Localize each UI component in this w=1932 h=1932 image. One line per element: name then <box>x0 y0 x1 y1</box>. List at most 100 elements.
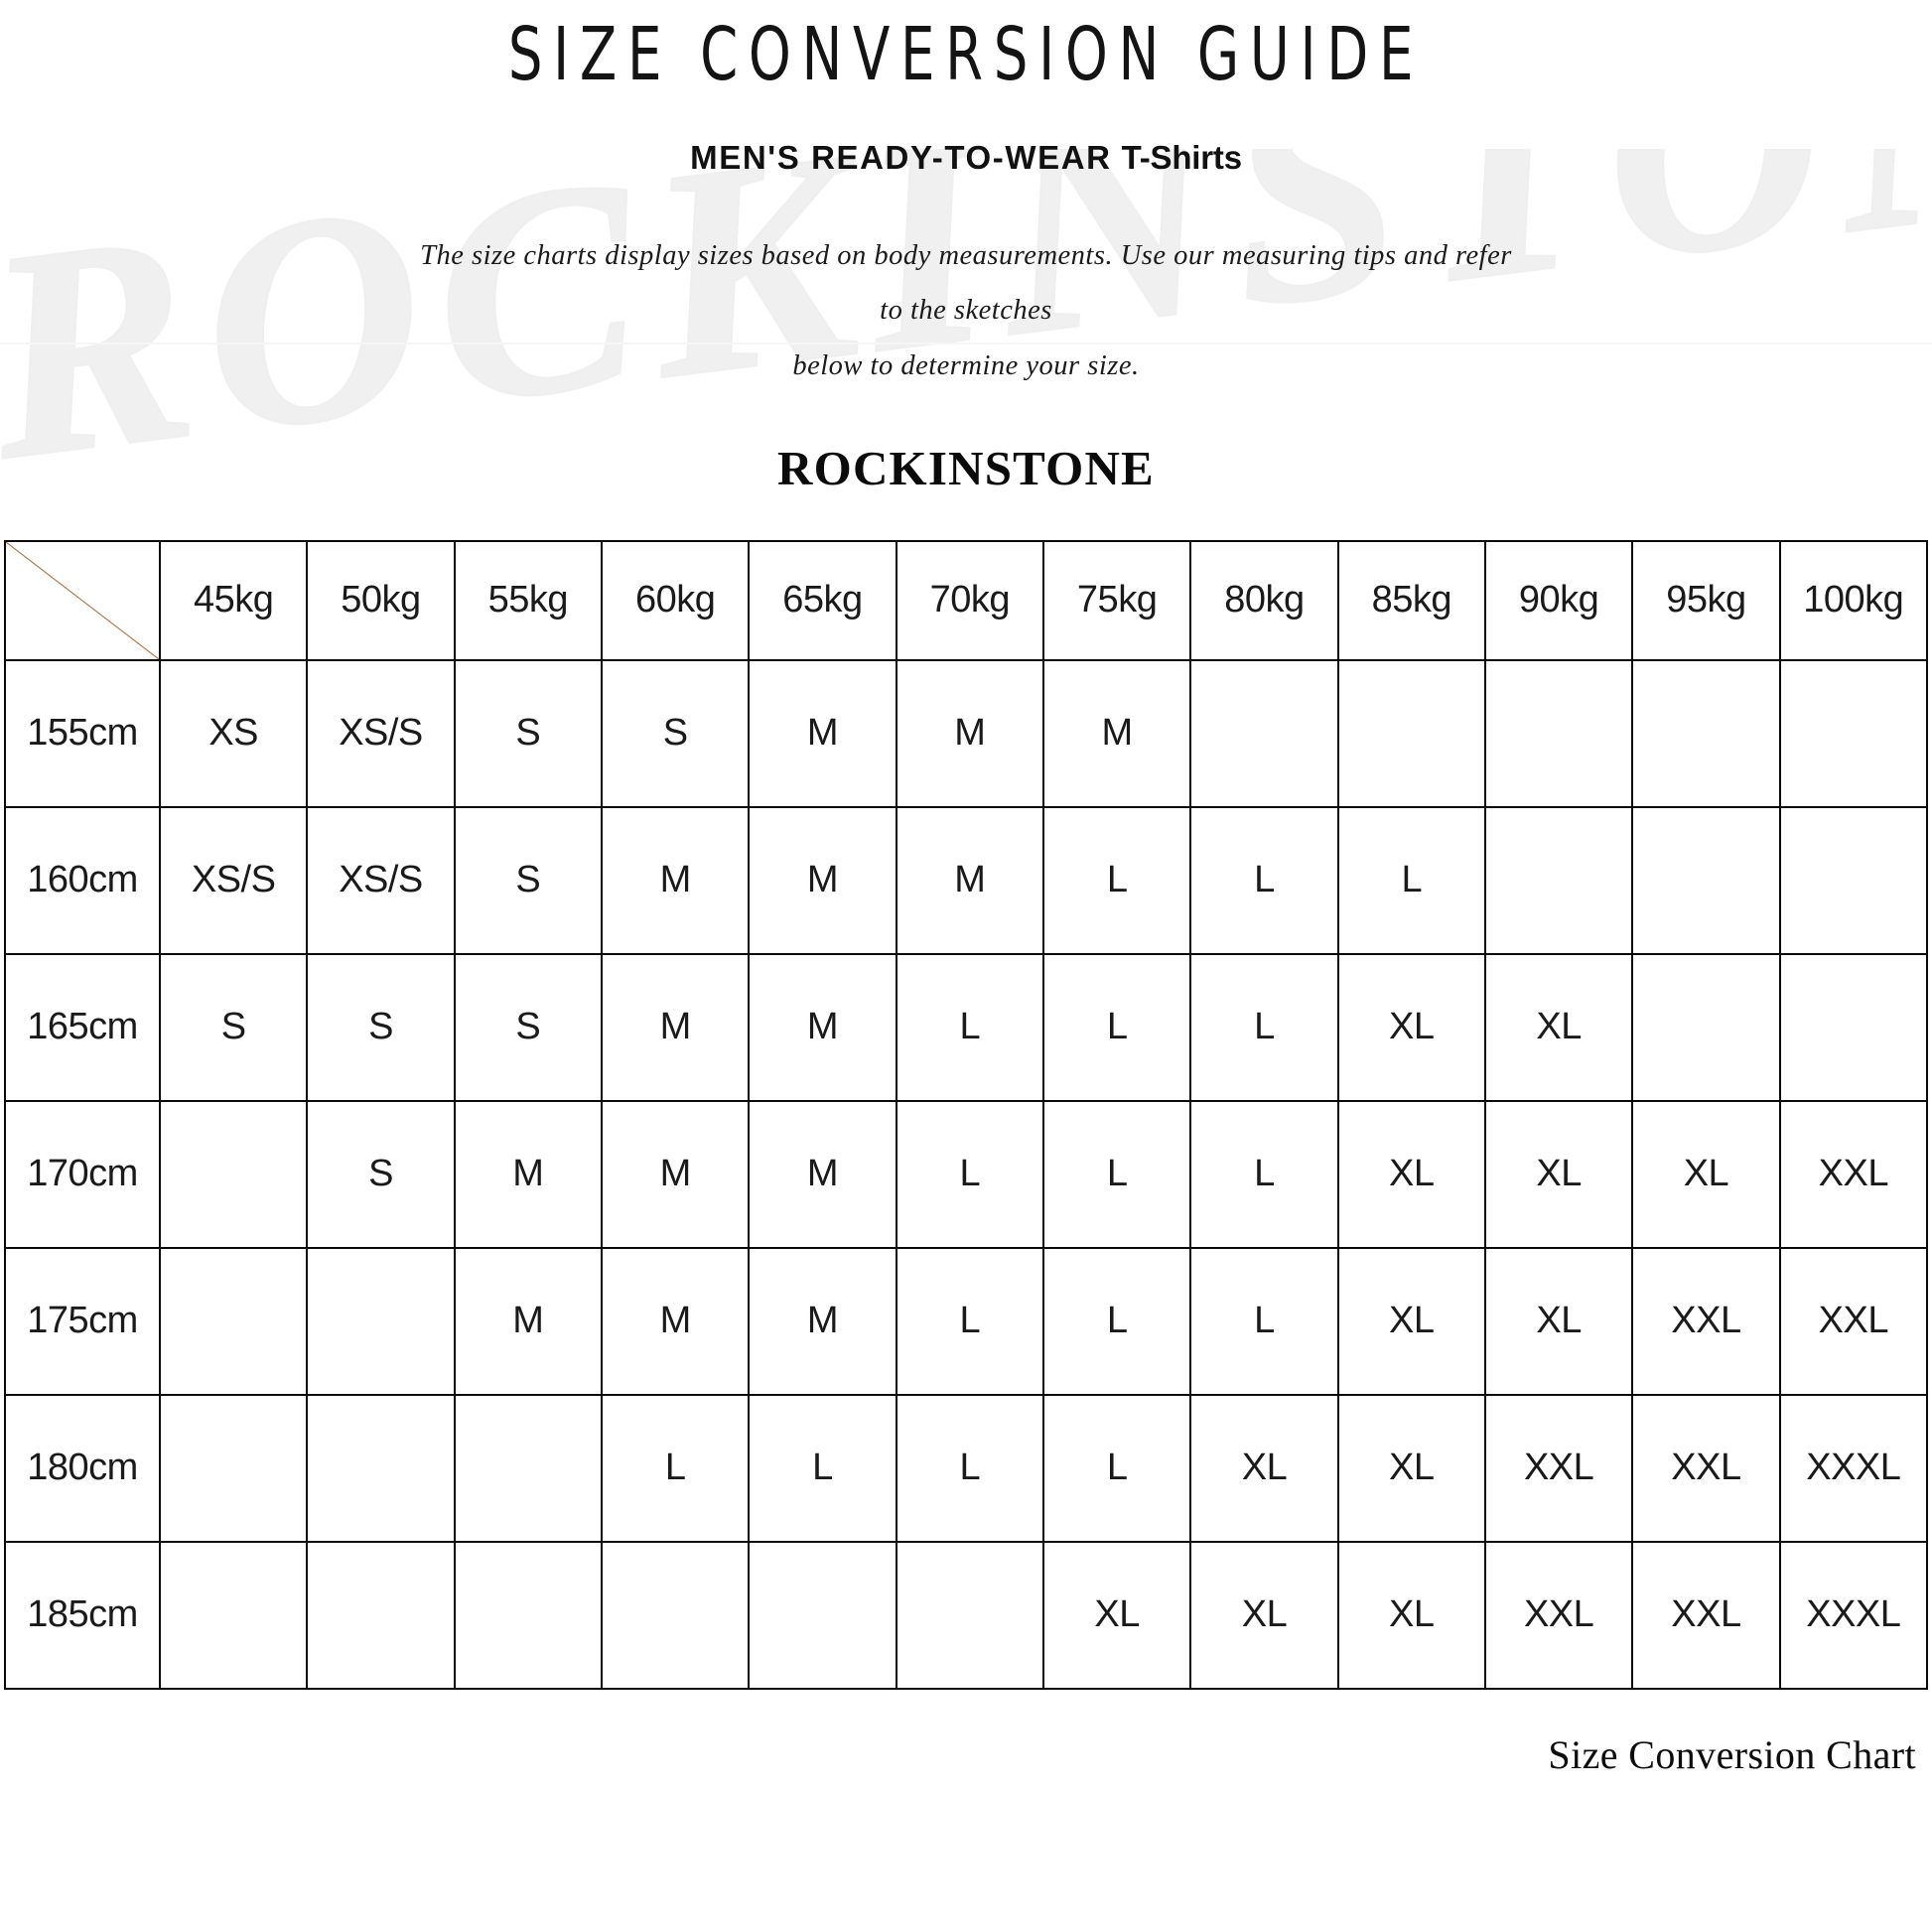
size-cell: L <box>895 1246 1044 1396</box>
size-cell: M <box>453 1246 603 1396</box>
size-cell: XXL <box>1778 1246 1929 1396</box>
column-header-weight: 85kg <box>1336 539 1486 661</box>
table-row: 165cm S S S M M L L L XL XL <box>4 952 1929 1102</box>
page-title: SIZE CONVERSION GUIDE <box>507 12 1425 97</box>
size-cell-empty <box>306 1540 456 1690</box>
size-cell: XL <box>1189 1393 1339 1543</box>
size-cell-empty <box>453 1540 603 1690</box>
table-row: 170cm S M M M L L L XL XL XL XXL <box>4 1099 1929 1249</box>
size-cell: XXXL <box>1778 1540 1929 1690</box>
size-cell: M <box>748 952 897 1102</box>
size-cell-empty <box>1483 805 1634 955</box>
column-header-weight: 50kg <box>306 539 456 661</box>
size-cell-empty <box>1631 952 1781 1102</box>
size-cell: M <box>600 1099 751 1249</box>
size-cell: XL <box>1483 1246 1634 1396</box>
size-cell: XS/S <box>306 805 456 955</box>
size-cell: L <box>1189 805 1339 955</box>
size-cell: M <box>895 658 1044 808</box>
size-cell-empty <box>158 1393 309 1543</box>
description-line-1: The size charts display sizes based on b… <box>420 239 1512 327</box>
size-cell: M <box>748 1246 897 1396</box>
size-cell-empty <box>158 1246 309 1396</box>
size-cell: M <box>1041 658 1192 808</box>
size-cell: XL <box>1483 1099 1634 1249</box>
size-cell-empty <box>158 1099 309 1249</box>
size-cell: M <box>748 658 897 808</box>
size-cell-empty <box>1631 658 1781 808</box>
description-text: The size charts display sizes based on b… <box>410 228 1522 394</box>
size-cell: M <box>748 805 897 955</box>
size-cell: XS/S <box>306 658 456 808</box>
subtitle: MEN'S READY-TO-WEAR T-Shirts <box>0 139 1932 177</box>
row-header-height: 185cm <box>4 1540 161 1690</box>
size-cell: L <box>600 1393 751 1543</box>
size-cell: S <box>453 658 603 808</box>
column-header-weight: 60kg <box>600 539 751 661</box>
size-cell-empty <box>306 1246 456 1396</box>
row-header-height: 160cm <box>4 805 161 955</box>
size-cell: M <box>453 1099 603 1249</box>
size-cell: XL <box>1041 1540 1192 1690</box>
size-cell: M <box>600 952 751 1102</box>
size-cell: XXL <box>1631 1540 1781 1690</box>
column-header-weight: 100kg <box>1778 539 1929 661</box>
column-header-weight: 45kg <box>158 539 309 661</box>
size-cell: L <box>1041 1246 1192 1396</box>
size-cell: XL <box>1336 1099 1486 1249</box>
size-cell: XL <box>1189 1540 1339 1690</box>
size-cell-empty <box>895 1540 1044 1690</box>
subtitle-garment: T-Shirts <box>1121 138 1242 176</box>
size-cell: XL <box>1336 1540 1486 1690</box>
table-row: 175cm M M M L L L XL XL XXL XXL <box>4 1246 1929 1396</box>
size-cell-empty <box>1189 658 1339 808</box>
size-cell: L <box>1041 952 1192 1102</box>
size-cell: S <box>158 952 309 1102</box>
table-corner-cell <box>4 539 161 661</box>
diagonal-divider-icon <box>6 542 159 659</box>
column-header-weight: 55kg <box>453 539 603 661</box>
size-cell-empty <box>306 1393 456 1543</box>
row-header-height: 155cm <box>4 658 161 808</box>
column-header-weight: 95kg <box>1631 539 1781 661</box>
size-cell: XXL <box>1631 1393 1781 1543</box>
size-cell: S <box>453 952 603 1102</box>
size-cell: L <box>895 952 1044 1102</box>
size-cell: XXL <box>1631 1246 1781 1396</box>
size-cell: M <box>748 1099 897 1249</box>
size-cell: XXL <box>1778 1099 1929 1249</box>
size-cell: S <box>600 658 751 808</box>
size-cell: S <box>306 952 456 1102</box>
size-cell: XL <box>1336 952 1486 1102</box>
column-header-weight: 70kg <box>895 539 1044 661</box>
row-header-height: 175cm <box>4 1246 161 1396</box>
document-header: SIZE CONVERSION GUIDE MEN'S READY-TO-WEA… <box>0 0 1932 496</box>
size-cell: M <box>600 1246 751 1396</box>
size-cell-empty <box>1483 658 1634 808</box>
size-cell: XXL <box>1483 1540 1634 1690</box>
table-row: 160cm XS/S XS/S S M M M L L L <box>4 805 1929 955</box>
column-header-weight: 75kg <box>1041 539 1192 661</box>
size-cell: L <box>895 1393 1044 1543</box>
size-cell: L <box>1189 952 1339 1102</box>
size-conversion-table: 45kg 50kg 55kg 60kg 65kg 70kg 75kg 80kg 85kg 90kg… <box>4 539 1929 1690</box>
size-cell: M <box>895 805 1044 955</box>
table-header-row: 45kg 50kg 55kg 60kg 65kg 70kg 75kg 80kg 85kg 90kg… <box>4 539 1929 661</box>
size-cell: L <box>1041 1393 1192 1543</box>
size-cell-empty <box>1778 658 1929 808</box>
size-cell-empty <box>1631 805 1781 955</box>
size-cell: L <box>1189 1099 1339 1249</box>
size-cell: XXXL <box>1778 1393 1929 1543</box>
row-header-height: 180cm <box>4 1393 161 1543</box>
size-table-container: 45kg 50kg 55kg 60kg 65kg 70kg 75kg 80kg 85kg 90kg… <box>0 539 1932 1690</box>
table-row: 185cm XL XL XL XXL XXL XXXL <box>4 1540 1929 1690</box>
size-cell: L <box>748 1393 897 1543</box>
size-cell: S <box>306 1099 456 1249</box>
column-header-weight: 65kg <box>748 539 897 661</box>
footer-caption: Size Conversion Chart <box>1548 1731 1916 1777</box>
size-cell-empty <box>1778 805 1929 955</box>
size-cell: L <box>895 1099 1044 1249</box>
size-cell: S <box>453 805 603 955</box>
description-line-2: below to determine your size. <box>792 350 1140 382</box>
